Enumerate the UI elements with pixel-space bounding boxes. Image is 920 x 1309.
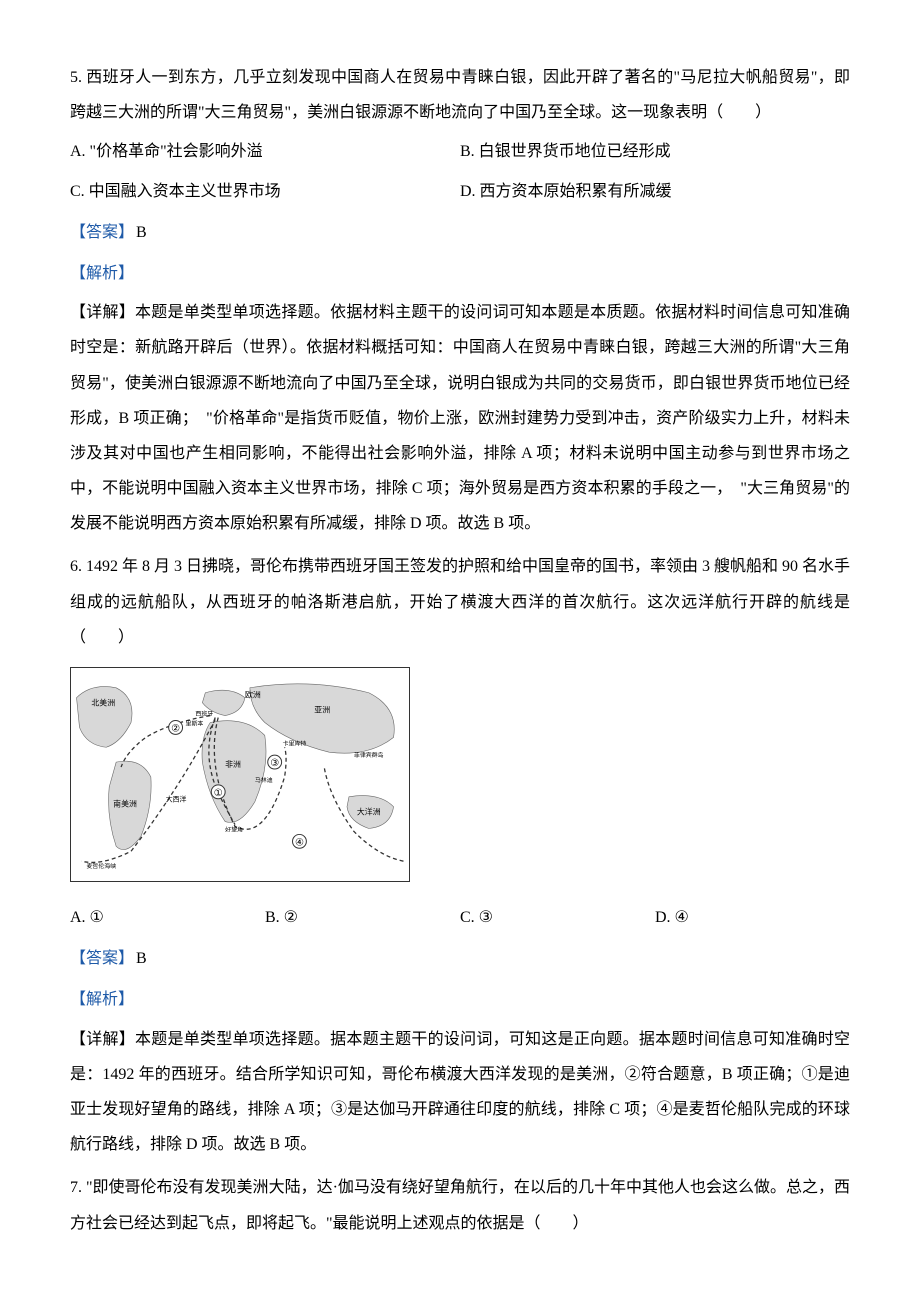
label-atlantic: 大西洋 bbox=[166, 795, 187, 804]
label-north-america: 北美洲 bbox=[91, 698, 115, 708]
label-pacific: 大洋洲 bbox=[357, 807, 381, 817]
q5-option-c: C. 中国融入资本主义世界市场 bbox=[70, 174, 460, 209]
label-malindi: 马林迪 bbox=[255, 776, 273, 784]
q6-option-d: D. ④ bbox=[655, 900, 850, 935]
q6-answer-label: 【答案】 bbox=[70, 950, 134, 967]
marker-3-label: ③ bbox=[270, 758, 279, 769]
label-south-america: 南美洲 bbox=[113, 799, 137, 809]
q6-detail: 【详解】本题是单类型单项选择题。据本题主题干的设问词，可知这是正向题。据本题时间… bbox=[70, 1022, 850, 1163]
q7-text: 7. "即使哥伦布没有发现美洲大陆，达·伽马没有绕好望角航行，在以后的几十年中其… bbox=[70, 1170, 850, 1240]
label-asia: 亚洲 bbox=[314, 706, 330, 715]
q5-options-row2: C. 中国融入资本主义世界市场 D. 西方资本原始积累有所减缓 bbox=[70, 174, 850, 209]
q5-detail: 【详解】本题是单类型单项选择题。依据材料主题干的设问词可知本题是本质题。依据材料… bbox=[70, 295, 850, 541]
q5-answer-value: B bbox=[136, 224, 147, 241]
q6-option-a: A. ① bbox=[70, 900, 265, 935]
map-figure: ① ② ③ ④ 北美洲 南美洲 欧洲 非洲 亚洲 大洋洲 大西洋 西班牙 里斯本… bbox=[70, 667, 850, 882]
q5-option-a: A. "价格革命"社会影响外溢 bbox=[70, 134, 460, 169]
world-map-svg: ① ② ③ ④ 北美洲 南美洲 欧洲 非洲 亚洲 大洋洲 大西洋 西班牙 里斯本… bbox=[70, 667, 410, 882]
marker-4-label: ④ bbox=[295, 837, 304, 848]
q6-analysis-label: 【解析】 bbox=[70, 982, 850, 1017]
q6-option-c: C. ③ bbox=[460, 900, 655, 935]
q5-answer-block: 【答案】B bbox=[70, 215, 850, 250]
q6-text: 6. 1492 年 8 月 3 日拂晓，哥伦布携带西班牙国王签发的护照和给中国皇… bbox=[70, 549, 850, 655]
q5-option-b: B. 白银世界货币地位已经形成 bbox=[460, 134, 850, 169]
marker-2-label: ② bbox=[171, 723, 180, 734]
q5-options-row1: A. "价格革命"社会影响外溢 B. 白银世界货币地位已经形成 bbox=[70, 134, 850, 169]
label-calicut: 卡里库特 bbox=[283, 739, 307, 747]
question-6: 6. 1492 年 8 月 3 日拂晓，哥伦布携带西班牙国王签发的护照和给中国皇… bbox=[70, 549, 850, 1162]
q6-answer-block: 【答案】B bbox=[70, 941, 850, 976]
label-spain: 西班牙 bbox=[195, 710, 213, 718]
q5-option-d: D. 西方资本原始积累有所减缓 bbox=[460, 174, 850, 209]
q6-answer-value: B bbox=[136, 950, 147, 967]
q6-options-row: A. ① B. ② C. ③ D. ④ bbox=[70, 900, 850, 935]
question-5: 5. 西班牙人一到东方，几乎立刻发现中国商人在贸易中青睐白银，因此开辟了著名的"… bbox=[70, 60, 850, 541]
question-7: 7. "即使哥伦布没有发现美洲大陆，达·伽马没有绕好望角航行，在以后的几十年中其… bbox=[70, 1170, 850, 1240]
marker-1-label: ① bbox=[214, 788, 223, 799]
label-magellan: 麦哲伦海峡 bbox=[86, 862, 116, 870]
q5-answer-label: 【答案】 bbox=[70, 224, 134, 241]
q5-analysis-label: 【解析】 bbox=[70, 256, 850, 291]
label-africa: 非洲 bbox=[225, 759, 241, 769]
q5-text: 5. 西班牙人一到东方，几乎立刻发现中国商人在贸易中青睐白银，因此开辟了著名的"… bbox=[70, 60, 850, 130]
label-good-hope: 好望角 bbox=[225, 825, 243, 833]
q6-option-b: B. ② bbox=[265, 900, 460, 935]
label-lisbon: 里斯本 bbox=[186, 719, 204, 727]
label-europe: 欧洲 bbox=[245, 690, 261, 700]
label-philippines: 菲律宾群岛 bbox=[354, 751, 384, 759]
